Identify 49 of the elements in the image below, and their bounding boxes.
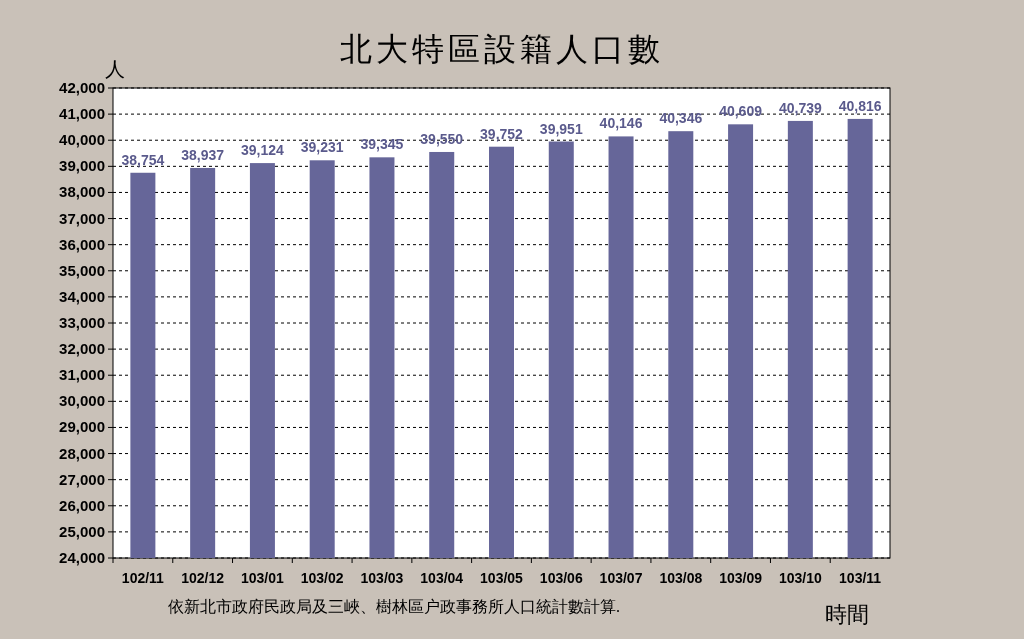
data-label: 39,231 — [300, 139, 344, 156]
x-tick-label: 103/08 — [659, 570, 703, 586]
x-tick-label: 103/07 — [599, 570, 643, 586]
y-tick-label: 34,000 — [59, 287, 105, 305]
x-tick-label: 103/02 — [300, 570, 344, 586]
data-label: 40,146 — [599, 115, 643, 132]
data-label: 38,754 — [121, 151, 165, 168]
x-tick-label: 103/09 — [719, 570, 763, 586]
y-tick-label: 32,000 — [59, 340, 105, 358]
y-tick-label: 26,000 — [59, 496, 105, 514]
x-axis-title: 時間 — [825, 602, 869, 627]
y-tick-label: 41,000 — [59, 105, 105, 123]
data-label: 39,951 — [539, 120, 583, 137]
x-tick-label: 103/11 — [839, 570, 882, 586]
data-label: 39,752 — [480, 125, 524, 142]
y-tick-label: 33,000 — [59, 314, 105, 331]
data-label: 40,739 — [778, 99, 822, 116]
y-tick-label: 29,000 — [59, 418, 105, 436]
x-tick-label: 102/11 — [121, 570, 165, 586]
y-tick-label: 37,000 — [59, 209, 105, 227]
x-tick-label: 103/05 — [480, 570, 524, 586]
y-tick-label: 31,000 — [59, 366, 105, 384]
x-tick-label: 103/10 — [778, 570, 822, 586]
x-tick-label: 103/01 — [241, 570, 285, 586]
y-tick-label: 24,000 — [59, 549, 105, 566]
data-label: 40,816 — [838, 97, 882, 114]
data-label: 40,346 — [659, 110, 703, 127]
x-tick-label: 103/06 — [539, 570, 583, 586]
y-tick-label: 30,000 — [59, 392, 105, 410]
y-tick-label: 40,000 — [59, 131, 105, 149]
y-tick-label: 38,000 — [59, 183, 105, 201]
text: 依新北市政府民政局及三峽、樹林區户政事務所人口統計數計算. — [168, 598, 620, 615]
y-tick-label: 25,000 — [59, 522, 105, 540]
y-tick-label: 36,000 — [59, 235, 105, 253]
y-tick-label: 42,000 — [59, 79, 105, 96]
x-tick-label: 103/04 — [420, 570, 464, 586]
x-tick-label: 102/12 — [181, 570, 225, 586]
y-tick-label: 39,000 — [59, 157, 105, 175]
y-tick-label: 35,000 — [59, 261, 105, 279]
chart-title: 北大特區設籍人口數 — [339, 31, 664, 67]
data-label: 39,124 — [241, 142, 285, 159]
x-tick-label: 103/03 — [360, 570, 404, 586]
data-label: 39,550 — [420, 130, 464, 147]
data-label: 38,937 — [181, 146, 225, 163]
y-tick-label: 28,000 — [59, 444, 105, 462]
y-axis-title: 人 — [105, 58, 125, 80]
y-tick-label: 27,000 — [59, 470, 105, 488]
data-label: 39,345 — [360, 136, 404, 153]
data-label: 40,609 — [719, 103, 763, 120]
